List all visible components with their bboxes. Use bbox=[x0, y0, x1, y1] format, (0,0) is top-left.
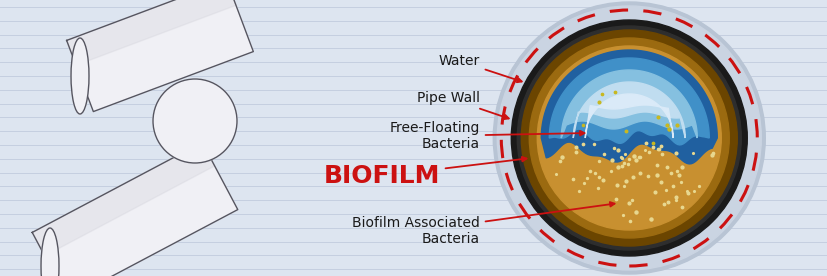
Circle shape bbox=[510, 20, 747, 256]
Ellipse shape bbox=[71, 38, 88, 114]
Text: Water: Water bbox=[438, 54, 521, 82]
Circle shape bbox=[521, 30, 736, 246]
Circle shape bbox=[517, 26, 740, 250]
Circle shape bbox=[537, 46, 720, 230]
Polygon shape bbox=[32, 142, 237, 276]
Polygon shape bbox=[32, 142, 214, 256]
Polygon shape bbox=[67, 0, 236, 65]
Polygon shape bbox=[561, 70, 696, 138]
Circle shape bbox=[528, 38, 729, 238]
Text: BIOFILM: BIOFILM bbox=[323, 157, 526, 188]
Polygon shape bbox=[541, 50, 716, 164]
Circle shape bbox=[493, 2, 764, 274]
Polygon shape bbox=[67, 0, 253, 112]
Text: Free-Floating
Bacteria: Free-Floating Bacteria bbox=[390, 121, 584, 151]
Text: Pipe Wall: Pipe Wall bbox=[417, 91, 508, 119]
Ellipse shape bbox=[41, 228, 59, 276]
Polygon shape bbox=[585, 94, 672, 138]
Polygon shape bbox=[572, 82, 685, 138]
Circle shape bbox=[153, 79, 237, 163]
Circle shape bbox=[497, 6, 760, 270]
Text: Biofilm Associated
Bacteria: Biofilm Associated Bacteria bbox=[351, 202, 614, 246]
Polygon shape bbox=[548, 58, 709, 145]
